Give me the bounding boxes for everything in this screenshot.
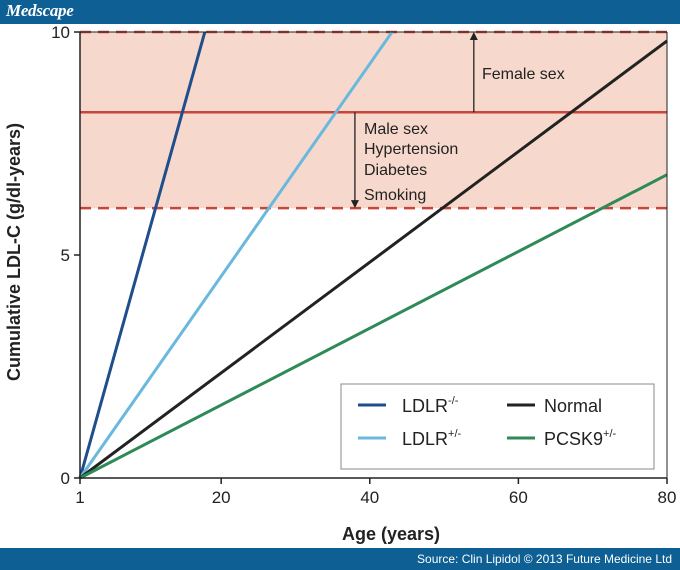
y-tick-label-1: 5 bbox=[61, 246, 70, 265]
legend-label-pcsk9-name: PCSK9 bbox=[544, 429, 603, 449]
x-tick-label-3: 60 bbox=[509, 488, 528, 507]
y-axis-title: Cumulative LDL-C (g/dl-years) bbox=[4, 123, 24, 381]
series-line-normal bbox=[79, 39, 668, 480]
x-tick-label-0: 1 bbox=[75, 488, 84, 507]
series-line-ldlr-heterozygous bbox=[78, 31, 394, 479]
header-bar: Medscape bbox=[0, 0, 680, 24]
legend-label-ldlr-heterozygous-sup: +/- bbox=[448, 428, 461, 440]
legend-label-ldlr-homozygous-name: LDLR bbox=[402, 396, 448, 416]
source-credit: Source: Clin Lipidol © 2013 Future Medic… bbox=[417, 552, 672, 566]
series-line-pcsk9 bbox=[79, 173, 668, 480]
footer-bar: Source: Clin Lipidol © 2013 Future Medic… bbox=[0, 548, 680, 570]
x-tick-label-1: 20 bbox=[212, 488, 231, 507]
legend-label-pcsk9-sup: +/- bbox=[603, 428, 616, 440]
risk-band bbox=[80, 32, 667, 209]
x-tick-label-4: 80 bbox=[658, 488, 677, 507]
legend-label-ldlr-heterozygous: LDLR+/- bbox=[402, 428, 462, 449]
x-axis-title: Age (years) bbox=[342, 524, 440, 544]
legend-label-pcsk9: PCSK9+/- bbox=[544, 428, 617, 449]
annotation-arrow-head-1 bbox=[350, 200, 359, 209]
legend-box bbox=[340, 383, 655, 470]
legend-label-ldlr-homozygous: LDLR-/- bbox=[402, 395, 459, 416]
cumulative-ldl-chart: 1 20 40 60 80 0 5 10 Female sex Male sex Hypert… bbox=[4, 24, 677, 544]
risk-factor-male-sex: Male sex bbox=[364, 121, 428, 138]
legend-label-normal: Normal bbox=[544, 396, 602, 416]
x-tick-label-2: 40 bbox=[360, 488, 379, 507]
annotation-arrow-head-0 bbox=[469, 32, 478, 40]
legend-label-ldlr-homozygous-sup: -/- bbox=[448, 395, 459, 407]
legend-label-ldlr-heterozygous-name: LDLR bbox=[402, 429, 448, 449]
y-tick-label-0: 0 bbox=[61, 469, 70, 488]
y-tick-label-2: 10 bbox=[51, 24, 70, 42]
risk-factor-hypertension: Hypertension bbox=[364, 141, 458, 158]
female-sex-label: Female sex bbox=[482, 66, 565, 83]
medscape-logo: Medscape bbox=[6, 1, 74, 20]
legend-label-normal-name: Normal bbox=[544, 396, 602, 416]
series-line-ldlr-homozygous bbox=[78, 31, 207, 479]
risk-factor-diabetes: Diabetes bbox=[364, 162, 427, 179]
risk-factor-smoking: Smoking bbox=[364, 187, 426, 204]
